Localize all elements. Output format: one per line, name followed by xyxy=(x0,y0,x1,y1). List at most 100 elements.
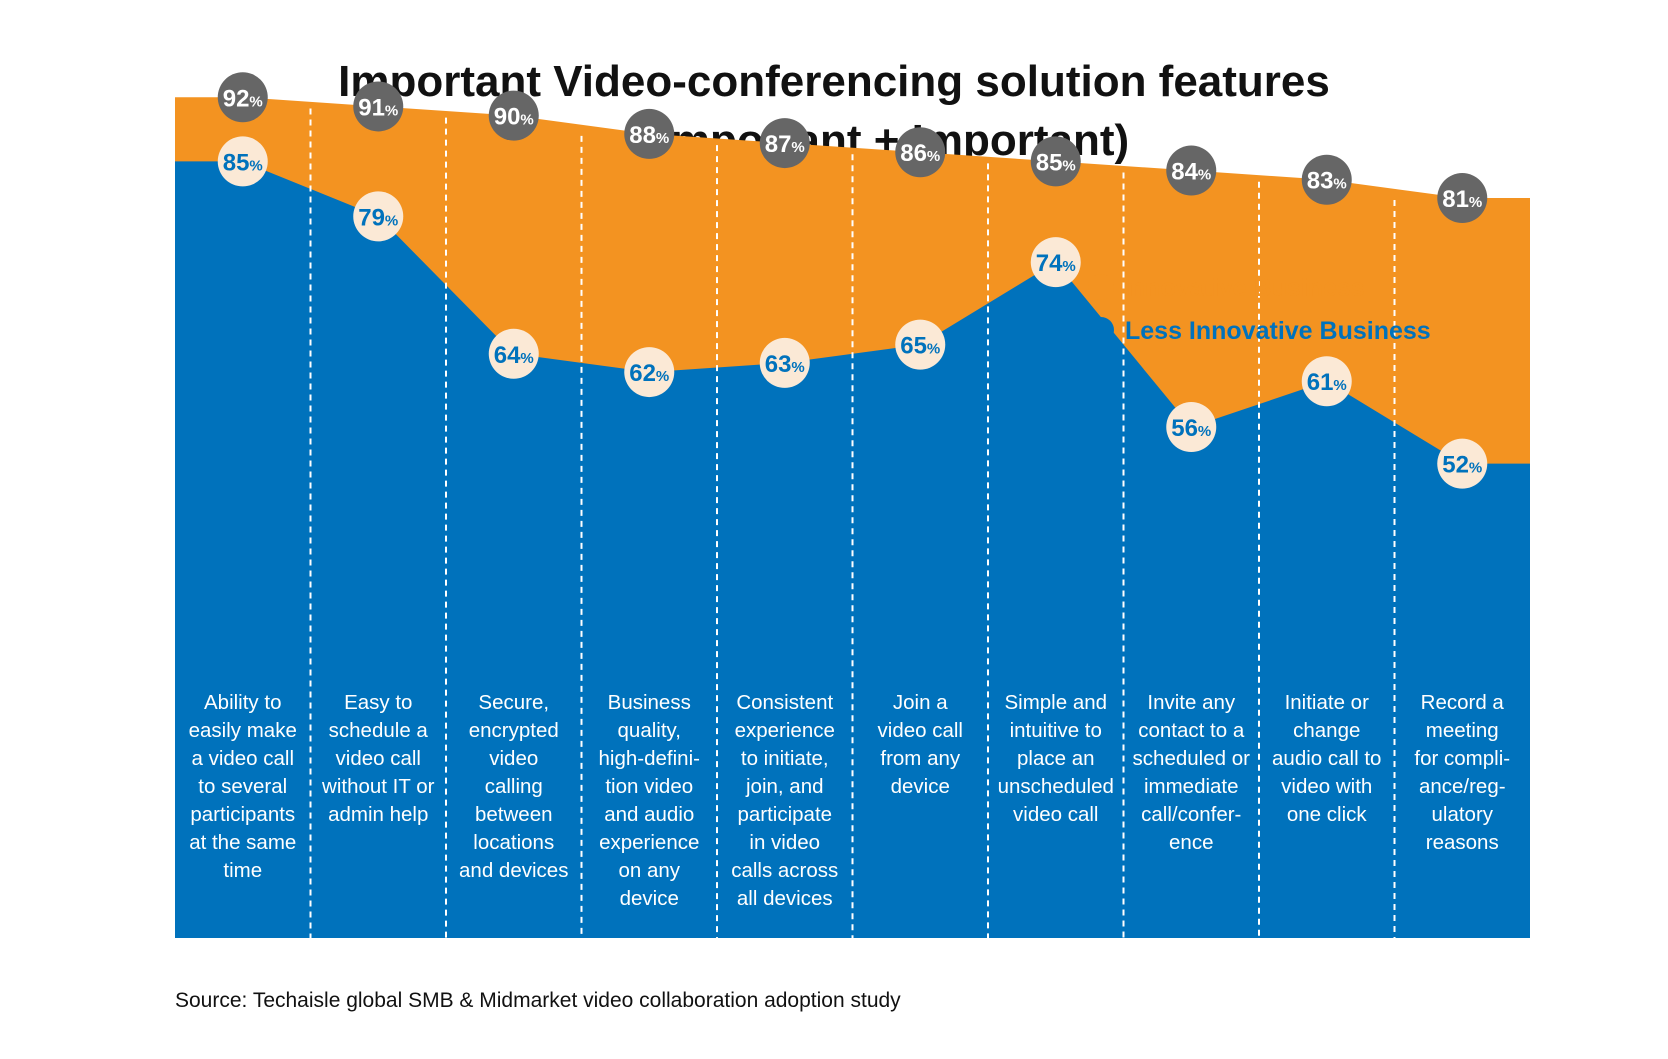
category-label-line: ance/reg- xyxy=(1419,775,1506,798)
value-percent-sign: % xyxy=(791,139,804,156)
value-percent-sign: % xyxy=(385,212,398,229)
category-label-line: tion video xyxy=(605,775,693,798)
value-badge-innovative xyxy=(624,108,675,159)
category-label-line: video call xyxy=(1013,803,1098,826)
value-label-innovative: 90% xyxy=(494,104,534,131)
value-percent-sign: % xyxy=(791,359,804,376)
category-label-line: experience xyxy=(735,719,835,742)
category-label-line: without IT or xyxy=(321,775,435,798)
category-label-line: reasons xyxy=(1426,831,1499,854)
category-label-line: in video xyxy=(749,831,820,854)
value-number: 65 xyxy=(900,333,927,360)
value-number: 85 xyxy=(223,149,250,176)
category-label-line: place an xyxy=(1017,747,1095,770)
category-label: Initiate or change audio call to video with… xyxy=(1272,691,1381,826)
category-label: Easy to schedule a video call without IT or… xyxy=(321,691,435,826)
value-badge-innovative xyxy=(1166,145,1217,196)
value-number: 90 xyxy=(494,104,521,131)
category-label-line: experience xyxy=(599,831,699,854)
value-badge-less-innovative xyxy=(759,337,810,388)
value-number: 86 xyxy=(900,140,927,167)
value-number: 85 xyxy=(1036,149,1063,176)
value-badge-less-innovative xyxy=(895,319,946,370)
chart-title-line-1: Important Video-conferencing solution fe… xyxy=(338,57,1330,106)
category-label-line: Ability to xyxy=(204,691,281,714)
category-label-line: Consistent xyxy=(736,691,833,714)
value-number: 88 xyxy=(629,122,656,149)
value-label-less-innovative: 61% xyxy=(1307,369,1347,396)
value-number: 92 xyxy=(223,85,250,112)
value-label-innovative: 85% xyxy=(1036,149,1076,176)
value-badge-less-innovative xyxy=(353,191,404,242)
value-badge-innovative xyxy=(895,127,946,178)
category-label-line: participants xyxy=(190,803,295,826)
value-number: 87 xyxy=(765,131,792,158)
value-label-less-innovative: 52% xyxy=(1442,452,1482,479)
category-label-line: Join a xyxy=(893,691,948,714)
category-label-line: participate xyxy=(737,803,832,826)
legend-swatch-less-innovative xyxy=(1088,317,1114,343)
category-label: Record a meeting for compli-ance/reg-ulato… xyxy=(1414,691,1510,854)
value-badge-less-innovative xyxy=(488,328,539,379)
value-badge-innovative xyxy=(759,118,810,169)
value-label-innovative: 81% xyxy=(1442,186,1482,213)
category-label-line: video call xyxy=(878,719,963,742)
value-percent-sign: % xyxy=(520,350,533,367)
category-label-line: quality, xyxy=(618,719,681,742)
value-badge-less-innovative xyxy=(1166,402,1217,453)
category-label-line: Business xyxy=(608,691,691,714)
value-number: 74 xyxy=(1036,250,1063,277)
value-badge-innovative xyxy=(488,90,539,141)
category-label-line: from any xyxy=(880,747,960,770)
value-percent-sign: % xyxy=(1198,423,1211,440)
category-label: Business quality, high-defini-tion video an… xyxy=(599,691,700,910)
category-label: Invite any contact to a scheduled or immedi… xyxy=(1133,691,1251,854)
value-number: 64 xyxy=(494,342,521,369)
value-label-innovative: 91% xyxy=(358,94,398,121)
legend-swatch-innovative xyxy=(1088,274,1114,300)
value-percent-sign: % xyxy=(1469,194,1482,211)
category-label-line: meeting xyxy=(1426,719,1499,742)
value-badge-less-innovative xyxy=(1437,438,1488,489)
value-number: 52 xyxy=(1442,452,1469,479)
value-label-innovative: 84% xyxy=(1171,159,1211,186)
value-number: 63 xyxy=(765,351,792,378)
category-label-line: Record a xyxy=(1421,691,1505,714)
value-percent-sign: % xyxy=(1333,176,1346,193)
value-percent-sign: % xyxy=(1469,460,1482,477)
value-badge-less-innovative xyxy=(1301,356,1352,407)
value-number: 79 xyxy=(358,204,385,231)
value-percent-sign: % xyxy=(927,148,940,165)
category-label-line: easily make xyxy=(189,719,297,742)
value-percent-sign: % xyxy=(1062,157,1075,174)
value-badge-innovative xyxy=(1437,173,1488,224)
value-percent-sign: % xyxy=(520,112,533,129)
category-label-line: video call xyxy=(336,747,421,770)
value-badge-less-innovative xyxy=(217,136,268,187)
value-label-innovative: 86% xyxy=(900,140,940,167)
category-label-line: and audio xyxy=(604,803,694,826)
category-label-line: calls across xyxy=(731,859,838,882)
category-label-line: audio call to xyxy=(1272,747,1381,770)
value-label-innovative: 87% xyxy=(765,131,805,158)
value-number: 84 xyxy=(1171,159,1198,186)
category-label: Consistent experience to initiate, join, an… xyxy=(731,691,838,910)
category-label-line: one click xyxy=(1287,803,1368,826)
value-percent-sign: % xyxy=(1062,258,1075,275)
value-label-less-innovative: 74% xyxy=(1036,250,1076,277)
category-label-line: ulatory xyxy=(1431,803,1493,826)
value-badge-innovative xyxy=(217,72,268,123)
category-label: Ability to easily make a video call to seve… xyxy=(189,691,297,882)
value-label-less-innovative: 85% xyxy=(223,149,263,176)
category-label-line: device xyxy=(620,887,679,910)
value-percent-sign: % xyxy=(656,130,669,147)
value-percent-sign: % xyxy=(1198,167,1211,184)
value-percent-sign: % xyxy=(249,93,262,110)
value-label-innovative: 83% xyxy=(1307,168,1347,195)
category-label-line: a video call xyxy=(191,747,294,770)
value-label-less-innovative: 65% xyxy=(900,333,940,360)
category-label-line: and devices xyxy=(459,859,568,882)
category-label-line: Secure, xyxy=(478,691,549,714)
category-label-line: join, and xyxy=(745,775,824,798)
